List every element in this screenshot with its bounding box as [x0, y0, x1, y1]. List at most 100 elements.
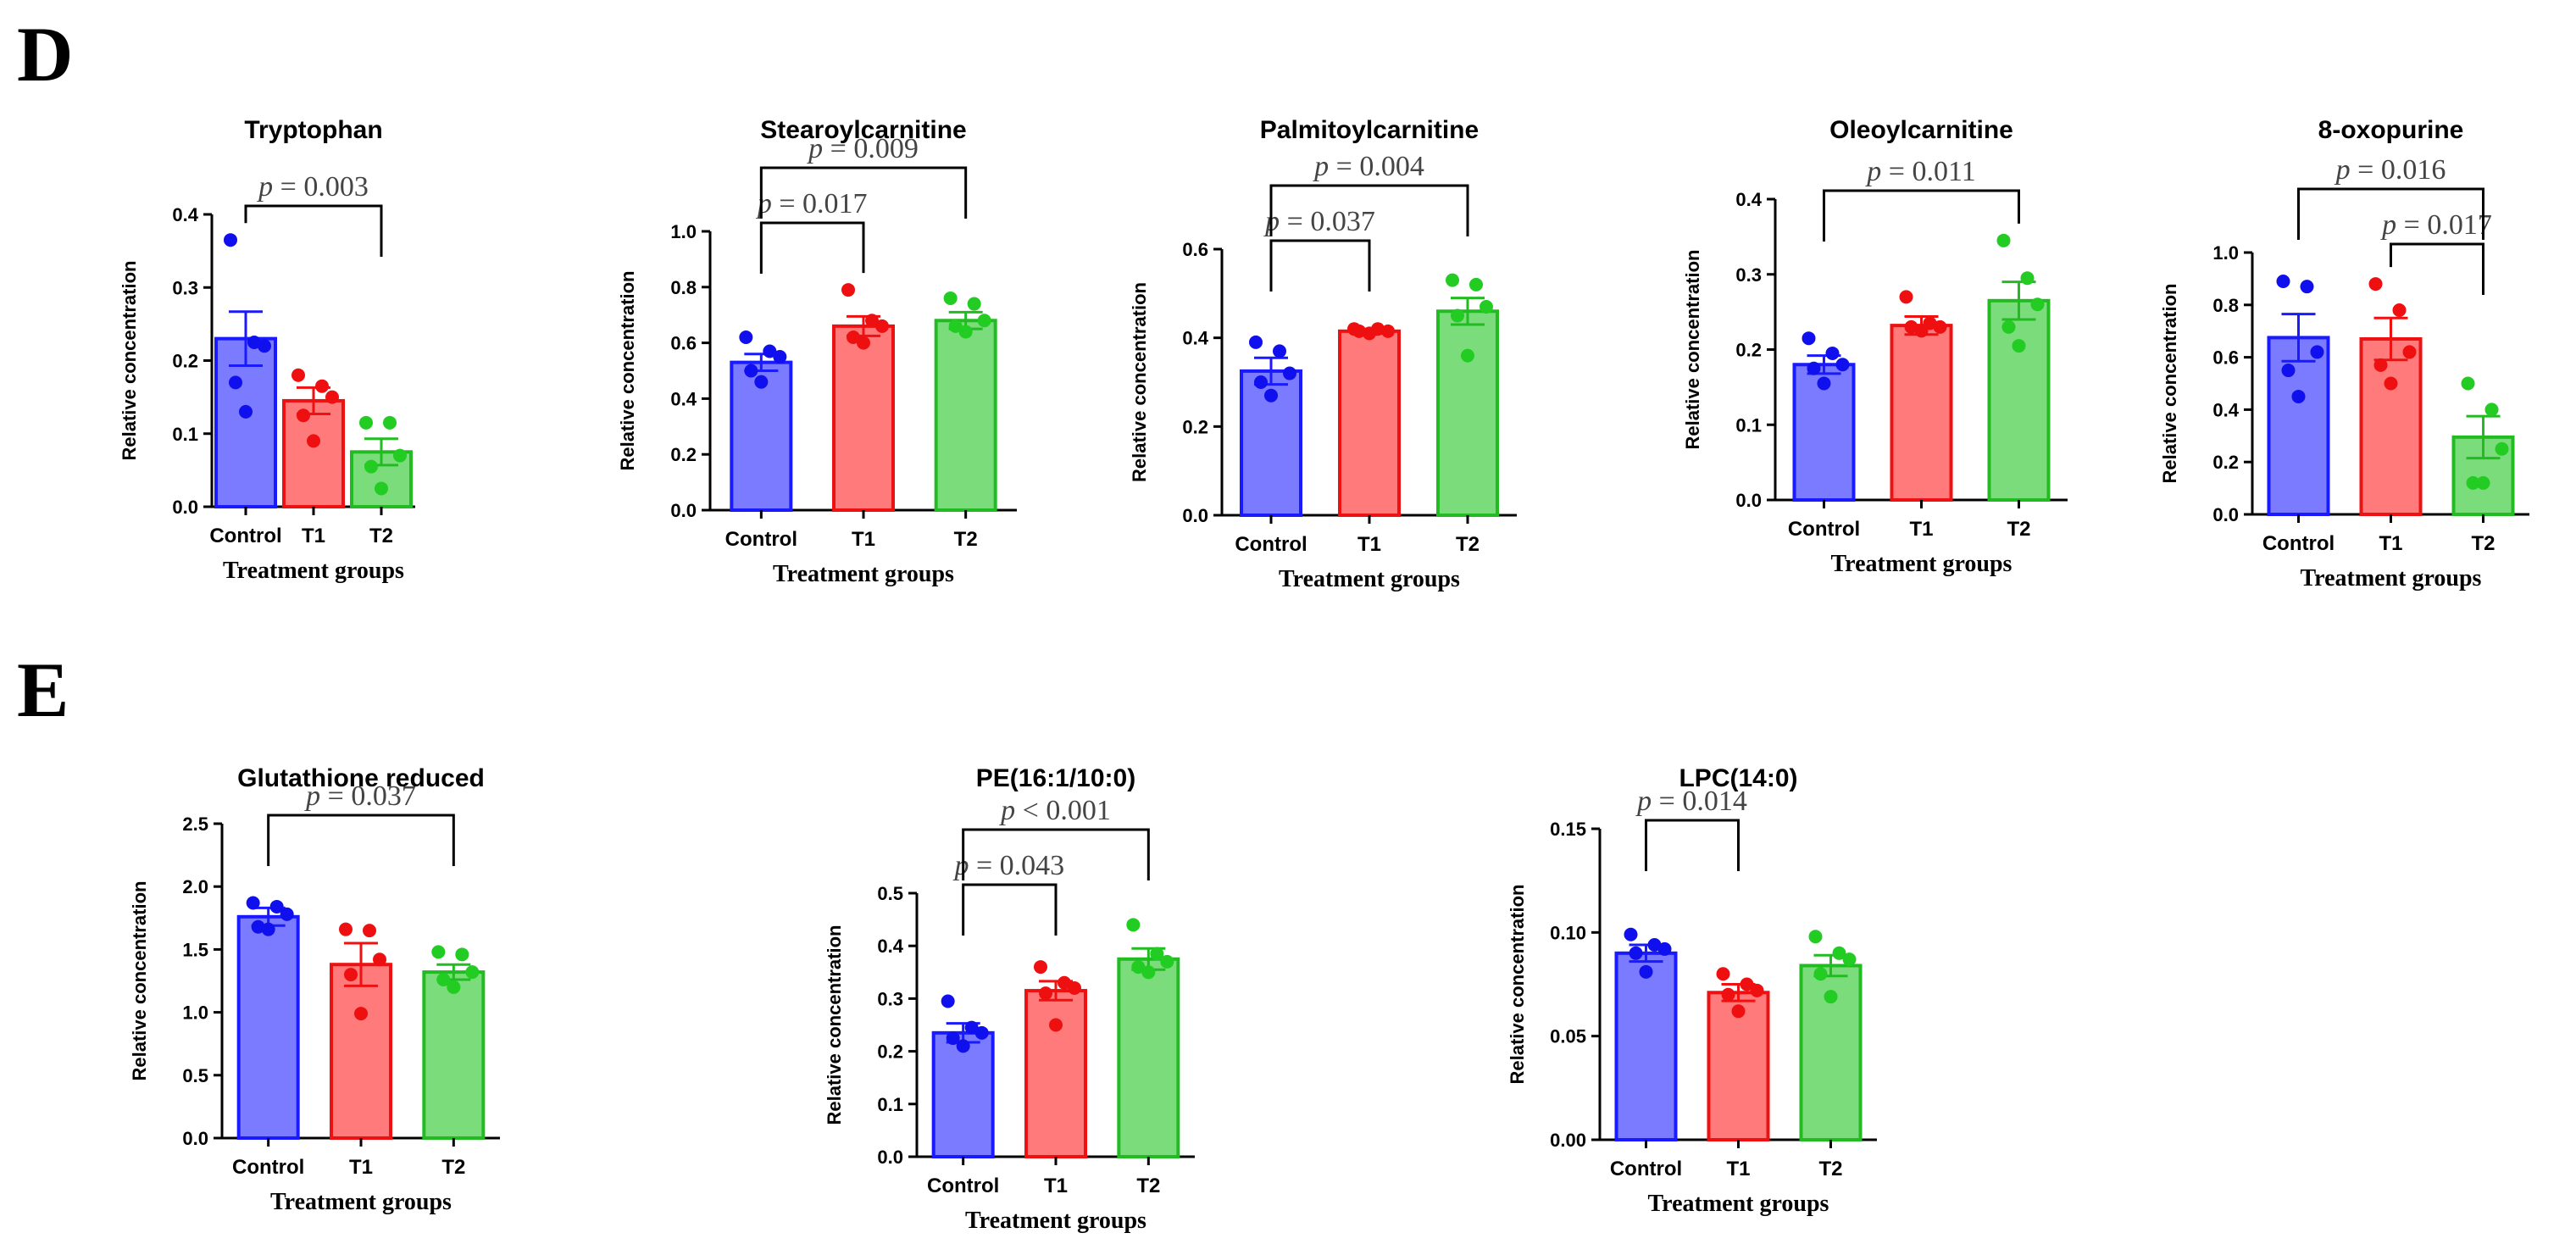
significance-bracket — [759, 166, 968, 219]
y-tick-label: 0.1 — [1735, 414, 1762, 436]
x-tick-label: Control — [1235, 533, 1307, 556]
data-point — [1461, 348, 1474, 363]
chart-4: Oleoylcarnitine 0.0 0.1 0.2 0.3 0.4 Relative c… — [1682, 116, 2068, 577]
data-point — [375, 481, 388, 496]
chart-title: Stearoylcarnitine — [760, 116, 966, 144]
y-tick-label: 0.0 — [1182, 505, 1208, 526]
data-point — [1817, 376, 1831, 391]
y-tick-label: 0.15 — [1550, 819, 1586, 840]
chart-2: Stearoylcarnitine 0.0 0.2 0.4 0.6 0.8 1.0 Relat… — [617, 116, 1017, 587]
data-point — [297, 408, 310, 423]
data-point — [875, 319, 889, 333]
data-point — [1802, 331, 1816, 346]
bar-t1 — [1024, 989, 1087, 1158]
data-point — [943, 291, 958, 305]
data-point — [2402, 345, 2417, 359]
data-point — [1899, 290, 1913, 304]
y-tick-label: 0.6 — [670, 333, 697, 354]
x-axis-label: Treatment groups — [223, 558, 404, 584]
data-point — [2461, 376, 2475, 391]
charts-container: Tryptophan 0.0 0.1 0.2 0.3 0.4 Relative concen… — [119, 116, 2529, 1234]
p-value-label: p = 0.011 — [1865, 156, 1975, 187]
bar-t2 — [1987, 298, 2051, 502]
p-value-label: p = 0.016 — [2334, 154, 2446, 186]
p-value-label: p = 0.009 — [807, 133, 919, 164]
data-point — [291, 368, 305, 382]
chart-title: Oleoylcarnitine — [1829, 116, 2013, 144]
data-point — [315, 379, 329, 393]
data-point — [1624, 927, 1638, 941]
bar-t2 — [1117, 957, 1180, 1158]
data-point — [1469, 277, 1483, 292]
p-value-label: p = 0.017 — [2380, 209, 2492, 241]
data-point — [1126, 918, 1141, 932]
y-tick-label: 0.2 — [2212, 452, 2239, 473]
x-axis-label: Treatment groups — [965, 1208, 1146, 1234]
data-point — [2392, 303, 2407, 317]
y-tick-label: 0.2 — [172, 351, 198, 372]
data-point — [2384, 376, 2398, 391]
y-tick-label: 0.8 — [670, 277, 697, 298]
y-tick-label: 0.1 — [877, 1094, 903, 1115]
data-point — [239, 404, 253, 419]
bar-t1 — [2359, 336, 2423, 516]
chart-1: Tryptophan 0.0 0.1 0.2 0.3 0.4 Relative concen… — [119, 116, 415, 584]
data-point — [1273, 344, 1286, 358]
y-tick-label: 2.0 — [182, 876, 208, 897]
data-point — [974, 1025, 989, 1040]
y-axis-label: Relative concentration — [1507, 885, 1528, 1085]
bar-control — [2267, 336, 2330, 516]
chart-5: 8-oxopurine 0.0 0.2 0.4 0.6 0.8 1.0 Relative co… — [2159, 116, 2529, 591]
data-point — [2291, 389, 2306, 403]
data-point — [1141, 965, 1156, 980]
y-tick-label: 0.3 — [172, 277, 198, 298]
x-axis-label: Treatment groups — [1831, 551, 2012, 577]
bar-control — [236, 914, 300, 1141]
data-point — [841, 283, 855, 297]
data-point — [359, 415, 373, 430]
x-axis-label: Treatment groups — [1279, 566, 1460, 592]
data-point — [1996, 233, 2011, 247]
bar-control — [1614, 951, 1678, 1142]
x-tick-label: T2 — [369, 525, 393, 547]
y-tick-label: 0.5 — [182, 1065, 208, 1086]
data-point — [269, 899, 284, 914]
data-point — [2030, 297, 2045, 312]
y-tick-label: 0.4 — [2212, 399, 2239, 420]
y-axis-label: Relative concentration — [119, 261, 140, 461]
data-point — [307, 434, 320, 448]
data-point — [2001, 319, 2016, 334]
data-point — [325, 390, 339, 404]
data-point — [946, 1031, 960, 1046]
data-point — [1264, 388, 1278, 403]
p-value-label: p = 0.037 — [1263, 206, 1375, 237]
data-point — [344, 968, 358, 982]
data-point — [1824, 990, 1838, 1004]
x-tick-label: Control — [1788, 518, 1860, 541]
x-axis-label: Treatment groups — [2301, 565, 2482, 591]
data-point — [1363, 326, 1376, 341]
data-point — [455, 947, 469, 962]
x-tick-label: T1 — [2379, 532, 2402, 555]
chart-6: Glutathione reduced 0.0 0.5 1.0 1.5 2.0 2.5 Rel… — [129, 764, 500, 1215]
data-point — [958, 325, 973, 339]
data-point — [847, 330, 860, 345]
data-point — [2373, 358, 2388, 372]
x-tick-label: T1 — [1726, 1158, 1750, 1180]
data-point — [2310, 345, 2324, 359]
data-point — [1131, 960, 1146, 975]
x-tick-label: T1 — [852, 528, 875, 551]
x-tick-label: T2 — [1136, 1175, 1160, 1197]
data-point — [2476, 475, 2490, 490]
data-point — [1034, 960, 1047, 975]
data-point — [1657, 941, 1672, 956]
y-tick-label: 0.00 — [1550, 1130, 1586, 1151]
significance-bracket — [1269, 239, 1371, 292]
y-tick-label: 0.2 — [877, 1041, 903, 1063]
data-point — [2368, 277, 2383, 292]
y-tick-label: 0.0 — [670, 500, 697, 521]
data-point — [2281, 364, 2296, 378]
data-point — [754, 375, 769, 389]
data-point — [1629, 946, 1643, 960]
y-axis-label: Relative concentration — [1129, 282, 1150, 482]
